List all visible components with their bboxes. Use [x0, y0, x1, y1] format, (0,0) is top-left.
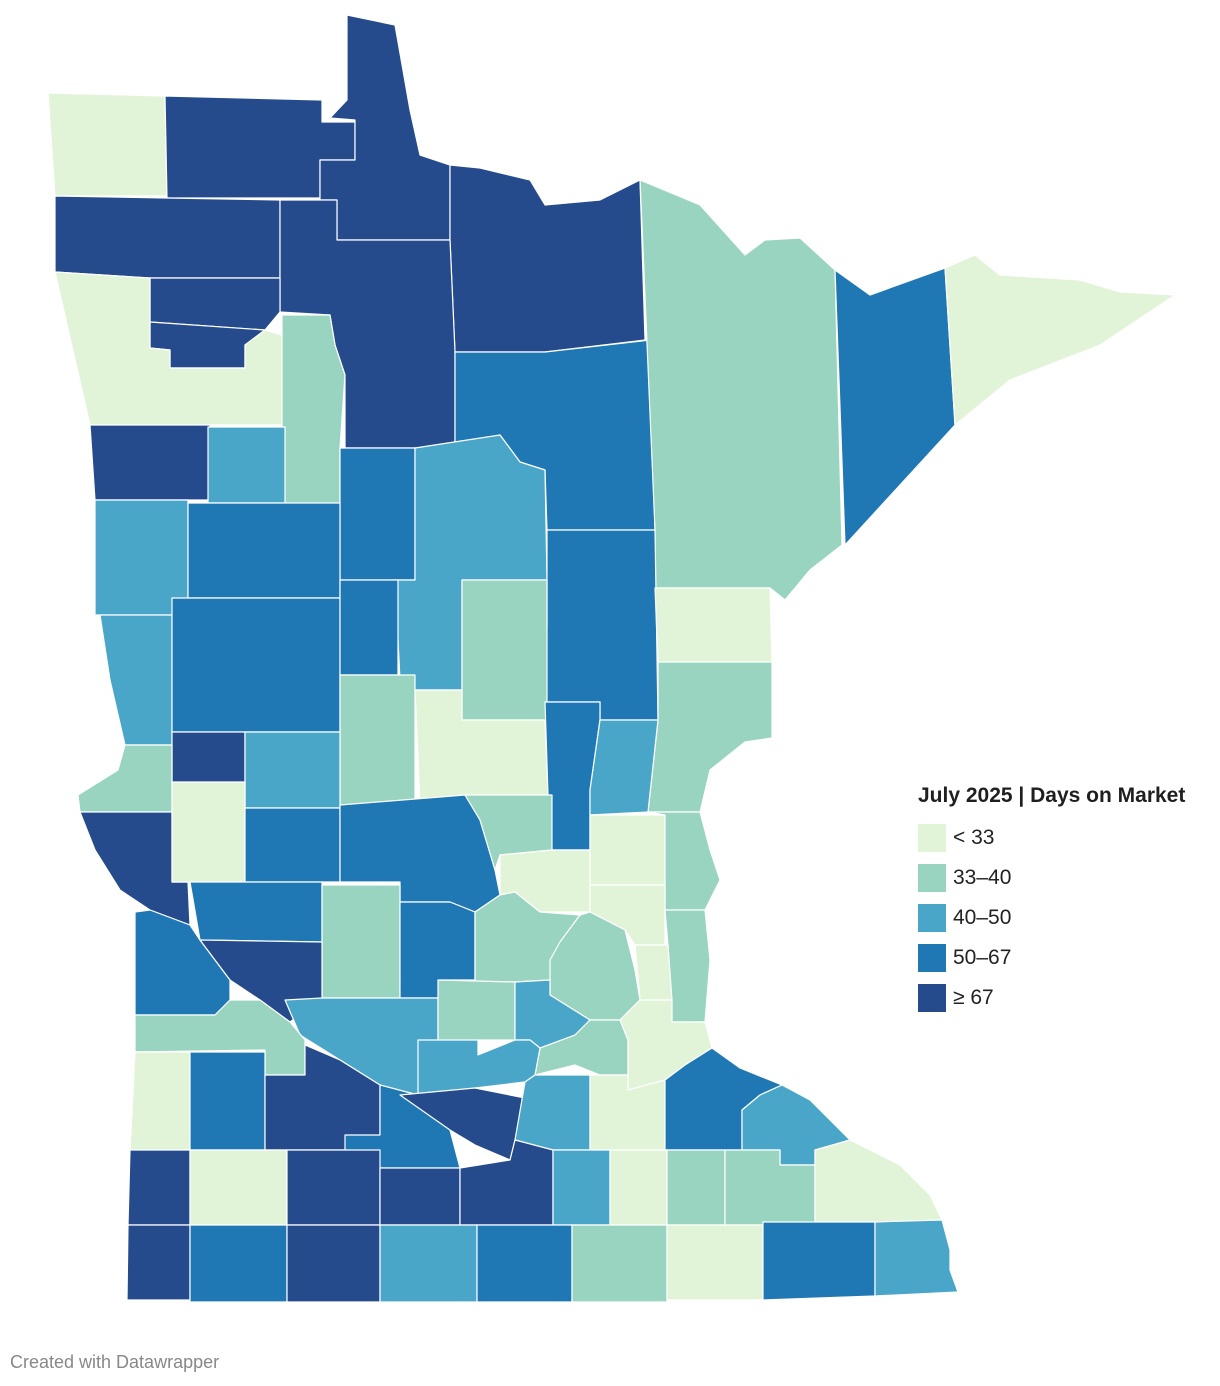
- county-douglas[interactable]: [244, 731, 341, 809]
- county-becker[interactable]: [187, 502, 341, 599]
- legend-label: 33–40: [953, 866, 1012, 889]
- county-steele[interactable]: [609, 1149, 668, 1226]
- county-crow-wing[interactable]: [461, 579, 548, 721]
- county-hubbard[interactable]: [339, 447, 416, 581]
- county-carlton[interactable]: [654, 587, 773, 663]
- county-isanti[interactable]: [589, 814, 666, 886]
- legend-label: 50–67: [953, 946, 1012, 969]
- county-stevens[interactable]: [171, 781, 246, 883]
- county-wilkin[interactable]: [99, 614, 173, 746]
- county-aitkin[interactable]: [544, 529, 659, 721]
- county-mower[interactable]: [666, 1224, 764, 1301]
- county-koochiching[interactable]: [449, 164, 646, 353]
- legend-item-5: ≥ 67: [918, 978, 1185, 1018]
- county-jackson[interactable]: [286, 1224, 381, 1303]
- legend-swatch: [918, 944, 946, 972]
- legend-item-2: 33–40: [918, 858, 1185, 898]
- county-murray[interactable]: [189, 1149, 288, 1226]
- county-pipestone[interactable]: [127, 1149, 191, 1226]
- datawrapper-credit[interactable]: Created with Datawrapper: [10, 1352, 220, 1372]
- county-pope[interactable]: [244, 807, 341, 883]
- legend-swatch: [918, 824, 946, 852]
- county-todd[interactable]: [339, 674, 416, 806]
- county-le-sueur[interactable]: [514, 1074, 591, 1151]
- county-traverse[interactable]: [77, 744, 173, 813]
- county-rock[interactable]: [126, 1224, 191, 1301]
- legend-item-1: < 33: [918, 818, 1185, 858]
- county-fillmore[interactable]: [762, 1221, 876, 1301]
- county-ramsey[interactable]: [634, 944, 673, 1001]
- county-martin[interactable]: [379, 1224, 478, 1303]
- legend-item-3: 40–50: [918, 898, 1185, 938]
- county-marshall[interactable]: [54, 195, 281, 279]
- county-yellow-medicine[interactable]: [134, 999, 306, 1076]
- legend-swatch: [918, 864, 946, 892]
- county-cottonwood[interactable]: [286, 1149, 381, 1226]
- county-lincoln[interactable]: [129, 1051, 191, 1151]
- county-houston[interactable]: [874, 1219, 959, 1297]
- county-otter-tail[interactable]: [171, 597, 341, 733]
- county-kandiyohi[interactable]: [321, 884, 401, 999]
- county-lake[interactable]: [834, 267, 956, 546]
- legend-label: < 33: [953, 826, 995, 849]
- county-pine[interactable]: [647, 661, 773, 813]
- county-cook[interactable]: [944, 254, 1176, 426]
- county-polk[interactable]: [54, 271, 283, 426]
- county-st-louis[interactable]: [639, 179, 843, 601]
- county-dodge[interactable]: [666, 1149, 726, 1226]
- county-faribault[interactable]: [476, 1224, 573, 1303]
- county-freeborn[interactable]: [571, 1224, 668, 1303]
- county-norman[interactable]: [89, 424, 211, 501]
- county-kanabec[interactable]: [589, 719, 659, 816]
- county-swift[interactable]: [189, 881, 323, 943]
- legend-item-4: 50–67: [918, 938, 1185, 978]
- county-nobles[interactable]: [189, 1224, 288, 1303]
- legend-swatch: [918, 904, 946, 932]
- county-mahnomen[interactable]: [207, 426, 286, 504]
- legend-title: July 2025 | Days on Market: [918, 784, 1186, 807]
- legend-swatch: [918, 984, 946, 1012]
- county-winona[interactable]: [814, 1139, 943, 1226]
- county-watonwan[interactable]: [379, 1167, 461, 1226]
- legend-label: 40–50: [953, 906, 1012, 929]
- legend-label: ≥ 67: [953, 986, 994, 1009]
- map-legend: July 2025 | Days on Market < 33 33–40 40…: [918, 784, 1185, 1018]
- county-chisago[interactable]: [647, 811, 721, 911]
- county-rice[interactable]: [589, 1074, 666, 1151]
- county-sibley[interactable]: [417, 1039, 541, 1096]
- county-waseca[interactable]: [552, 1149, 611, 1226]
- county-kittson[interactable]: [47, 92, 168, 197]
- county-lyon[interactable]: [189, 1051, 266, 1151]
- county-wadena[interactable]: [339, 579, 399, 676]
- county-pennington[interactable]: [149, 277, 281, 331]
